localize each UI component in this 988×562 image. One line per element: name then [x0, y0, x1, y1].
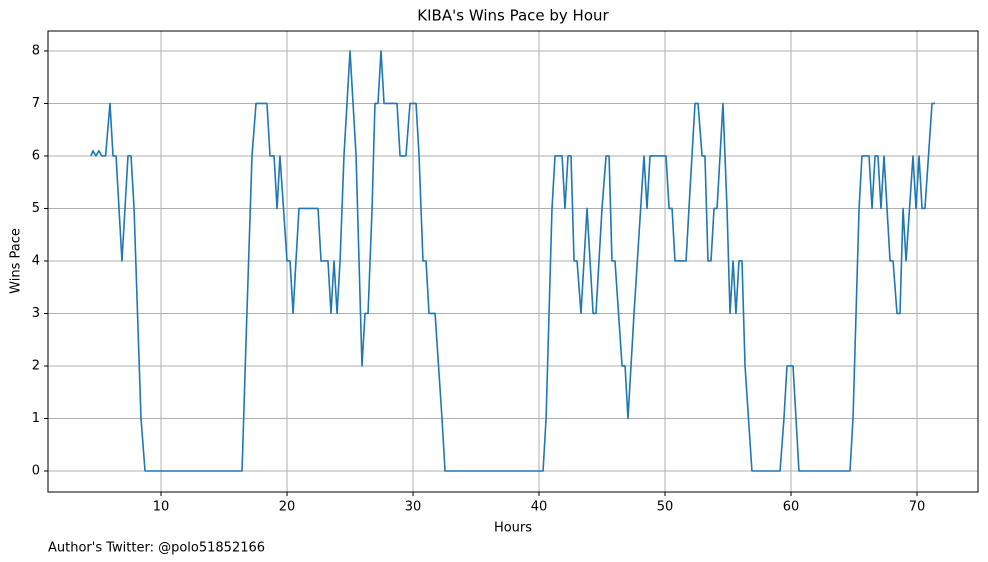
x-tick-label: 20 — [279, 500, 296, 515]
y-tick-label: 0 — [32, 463, 40, 478]
y-tick-label: 4 — [32, 253, 40, 268]
y-tick-label: 7 — [32, 96, 40, 111]
y-tick-label: 8 — [32, 43, 40, 58]
y-tick-label: 3 — [32, 306, 40, 321]
x-tick-label: 40 — [531, 500, 548, 515]
x-tick-label: 50 — [657, 500, 674, 515]
y-tick-label: 2 — [32, 358, 40, 373]
x-tick-label: 70 — [909, 500, 926, 515]
data-line — [90, 50, 936, 472]
x-tick-label: 60 — [783, 500, 800, 515]
y-axis-label: Wins Pace — [9, 228, 24, 294]
y-tick-label: 5 — [32, 201, 40, 216]
plot-frame — [47, 30, 979, 493]
x-axis-label: Hours — [494, 521, 532, 536]
footnote: Author's Twitter: @polo51852166 — [48, 541, 265, 556]
x-tick-label: 30 — [405, 500, 422, 515]
y-tick-label: 1 — [32, 411, 40, 426]
y-tick-label: 6 — [32, 148, 40, 163]
x-tick-label: 10 — [153, 500, 170, 515]
chart-title: KIBA's Wins Pace by Hour — [417, 7, 609, 25]
